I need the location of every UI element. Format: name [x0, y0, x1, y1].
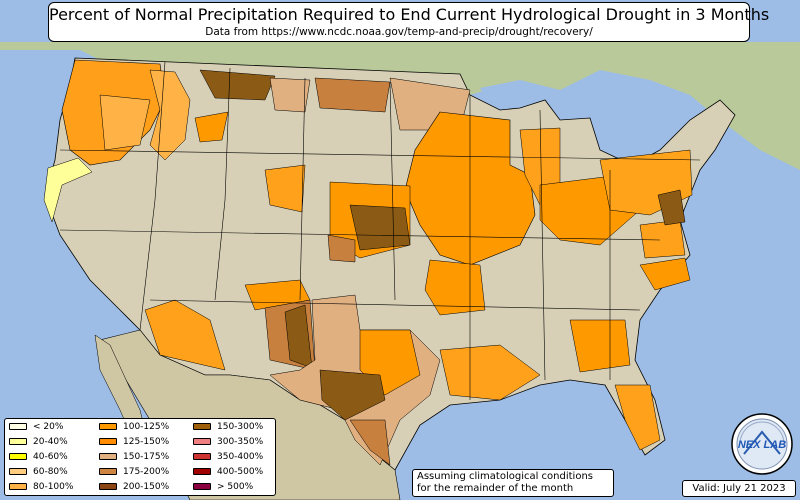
region-ok-panhandle [327, 234, 356, 263]
region-wy-nw [194, 111, 229, 143]
legend-swatch [99, 468, 117, 475]
title-box: Percent of Normal Precipitation Required… [48, 2, 770, 42]
region-florida [614, 384, 661, 451]
region-north-dakota [314, 77, 391, 113]
legend-label: 100-125% [123, 422, 170, 432]
map-title: Percent of Normal Precipitation Required… [49, 5, 770, 24]
legend-label: 40-60% [33, 452, 68, 462]
legend-label: > 500% [217, 482, 254, 492]
region-oregon-inner [99, 94, 151, 151]
legend-item: 60-80% [9, 466, 68, 478]
note-line-1: Assuming climatological conditions [417, 471, 593, 482]
nexlab-logo-icon: NEX LAB [731, 413, 793, 475]
legend-item: 20-40% [9, 436, 68, 448]
legend-item: < 20% [9, 421, 63, 433]
legend-label: 400-500% [217, 467, 264, 477]
legend-label: 150-300% [217, 422, 264, 432]
legend-item: 80-100% [9, 481, 73, 493]
svg-text:NEX LAB: NEX LAB [738, 439, 786, 451]
legend-label: 60-80% [33, 467, 68, 477]
region-montana-north [199, 69, 276, 101]
region-arizona [144, 299, 226, 371]
map-subtitle: Data from https://www.ncdc.noaa.gov/temp… [205, 26, 593, 38]
legend-swatch [9, 483, 27, 490]
region-ca-coast [43, 157, 93, 223]
legend-item: 150-175% [99, 451, 169, 463]
region-colorado [264, 164, 306, 213]
legend-swatch [99, 423, 117, 430]
valid-date: Valid: July 21 2023 [682, 480, 796, 497]
legend-item: 40-60% [9, 451, 68, 463]
region-virginia [639, 219, 686, 259]
legend-swatch [193, 438, 211, 445]
legend-label: 80-100% [33, 482, 74, 492]
legend-item: 400-500% [193, 466, 263, 478]
legend-swatch [193, 468, 211, 475]
legend-swatch [193, 423, 211, 430]
region-chesapeake [657, 189, 686, 226]
legend-swatch [9, 423, 27, 430]
state-borders [59, 61, 701, 400]
assumption-note: Assuming climatological conditions for t… [412, 469, 614, 497]
legend-swatch [9, 468, 27, 475]
legend-label: 125-150% [123, 437, 170, 447]
legend-swatch [9, 453, 27, 460]
legend-label: 20-40% [33, 437, 68, 447]
region-georgia [569, 319, 631, 373]
region-gulf-coast [439, 344, 541, 401]
legend-swatch [99, 438, 117, 445]
legend-item: 150-300% [193, 421, 263, 433]
legend-item: 175-200% [99, 466, 169, 478]
legend-swatch [99, 483, 117, 490]
legend-item: 125-150% [99, 436, 169, 448]
region-carolinas [639, 257, 691, 291]
legend-label: < 20% [33, 422, 64, 432]
legend-item: > 500% [193, 481, 253, 493]
legend: < 20% 20-40% 40-60% 60-80% 80-100% 100-125% 12… [4, 418, 276, 496]
legend-label: 300-350% [217, 437, 264, 447]
region-montana-east [269, 77, 311, 113]
region-tx-south [349, 419, 391, 466]
legend-item: 200-150% [99, 481, 169, 493]
region-tx-hill [319, 369, 386, 421]
region-idaho [149, 69, 191, 161]
legend-item: 350-400% [193, 451, 263, 463]
legend-label: 350-400% [217, 452, 264, 462]
legend-label: 150-175% [123, 452, 170, 462]
legend-item: 300-350% [193, 436, 263, 448]
region-kansas-core [349, 204, 411, 251]
canada-land [0, 42, 800, 170]
note-line-2: for the remainder of the month [417, 483, 574, 494]
legend-swatch [9, 438, 27, 445]
lake-superior [480, 80, 545, 108]
legend-label: 175-200% [123, 467, 170, 477]
legend-swatch [193, 483, 211, 490]
legend-swatch [99, 453, 117, 460]
legend-item: 100-125% [99, 421, 169, 433]
legend-label: 200-150% [123, 482, 170, 492]
legend-swatch [193, 453, 211, 460]
